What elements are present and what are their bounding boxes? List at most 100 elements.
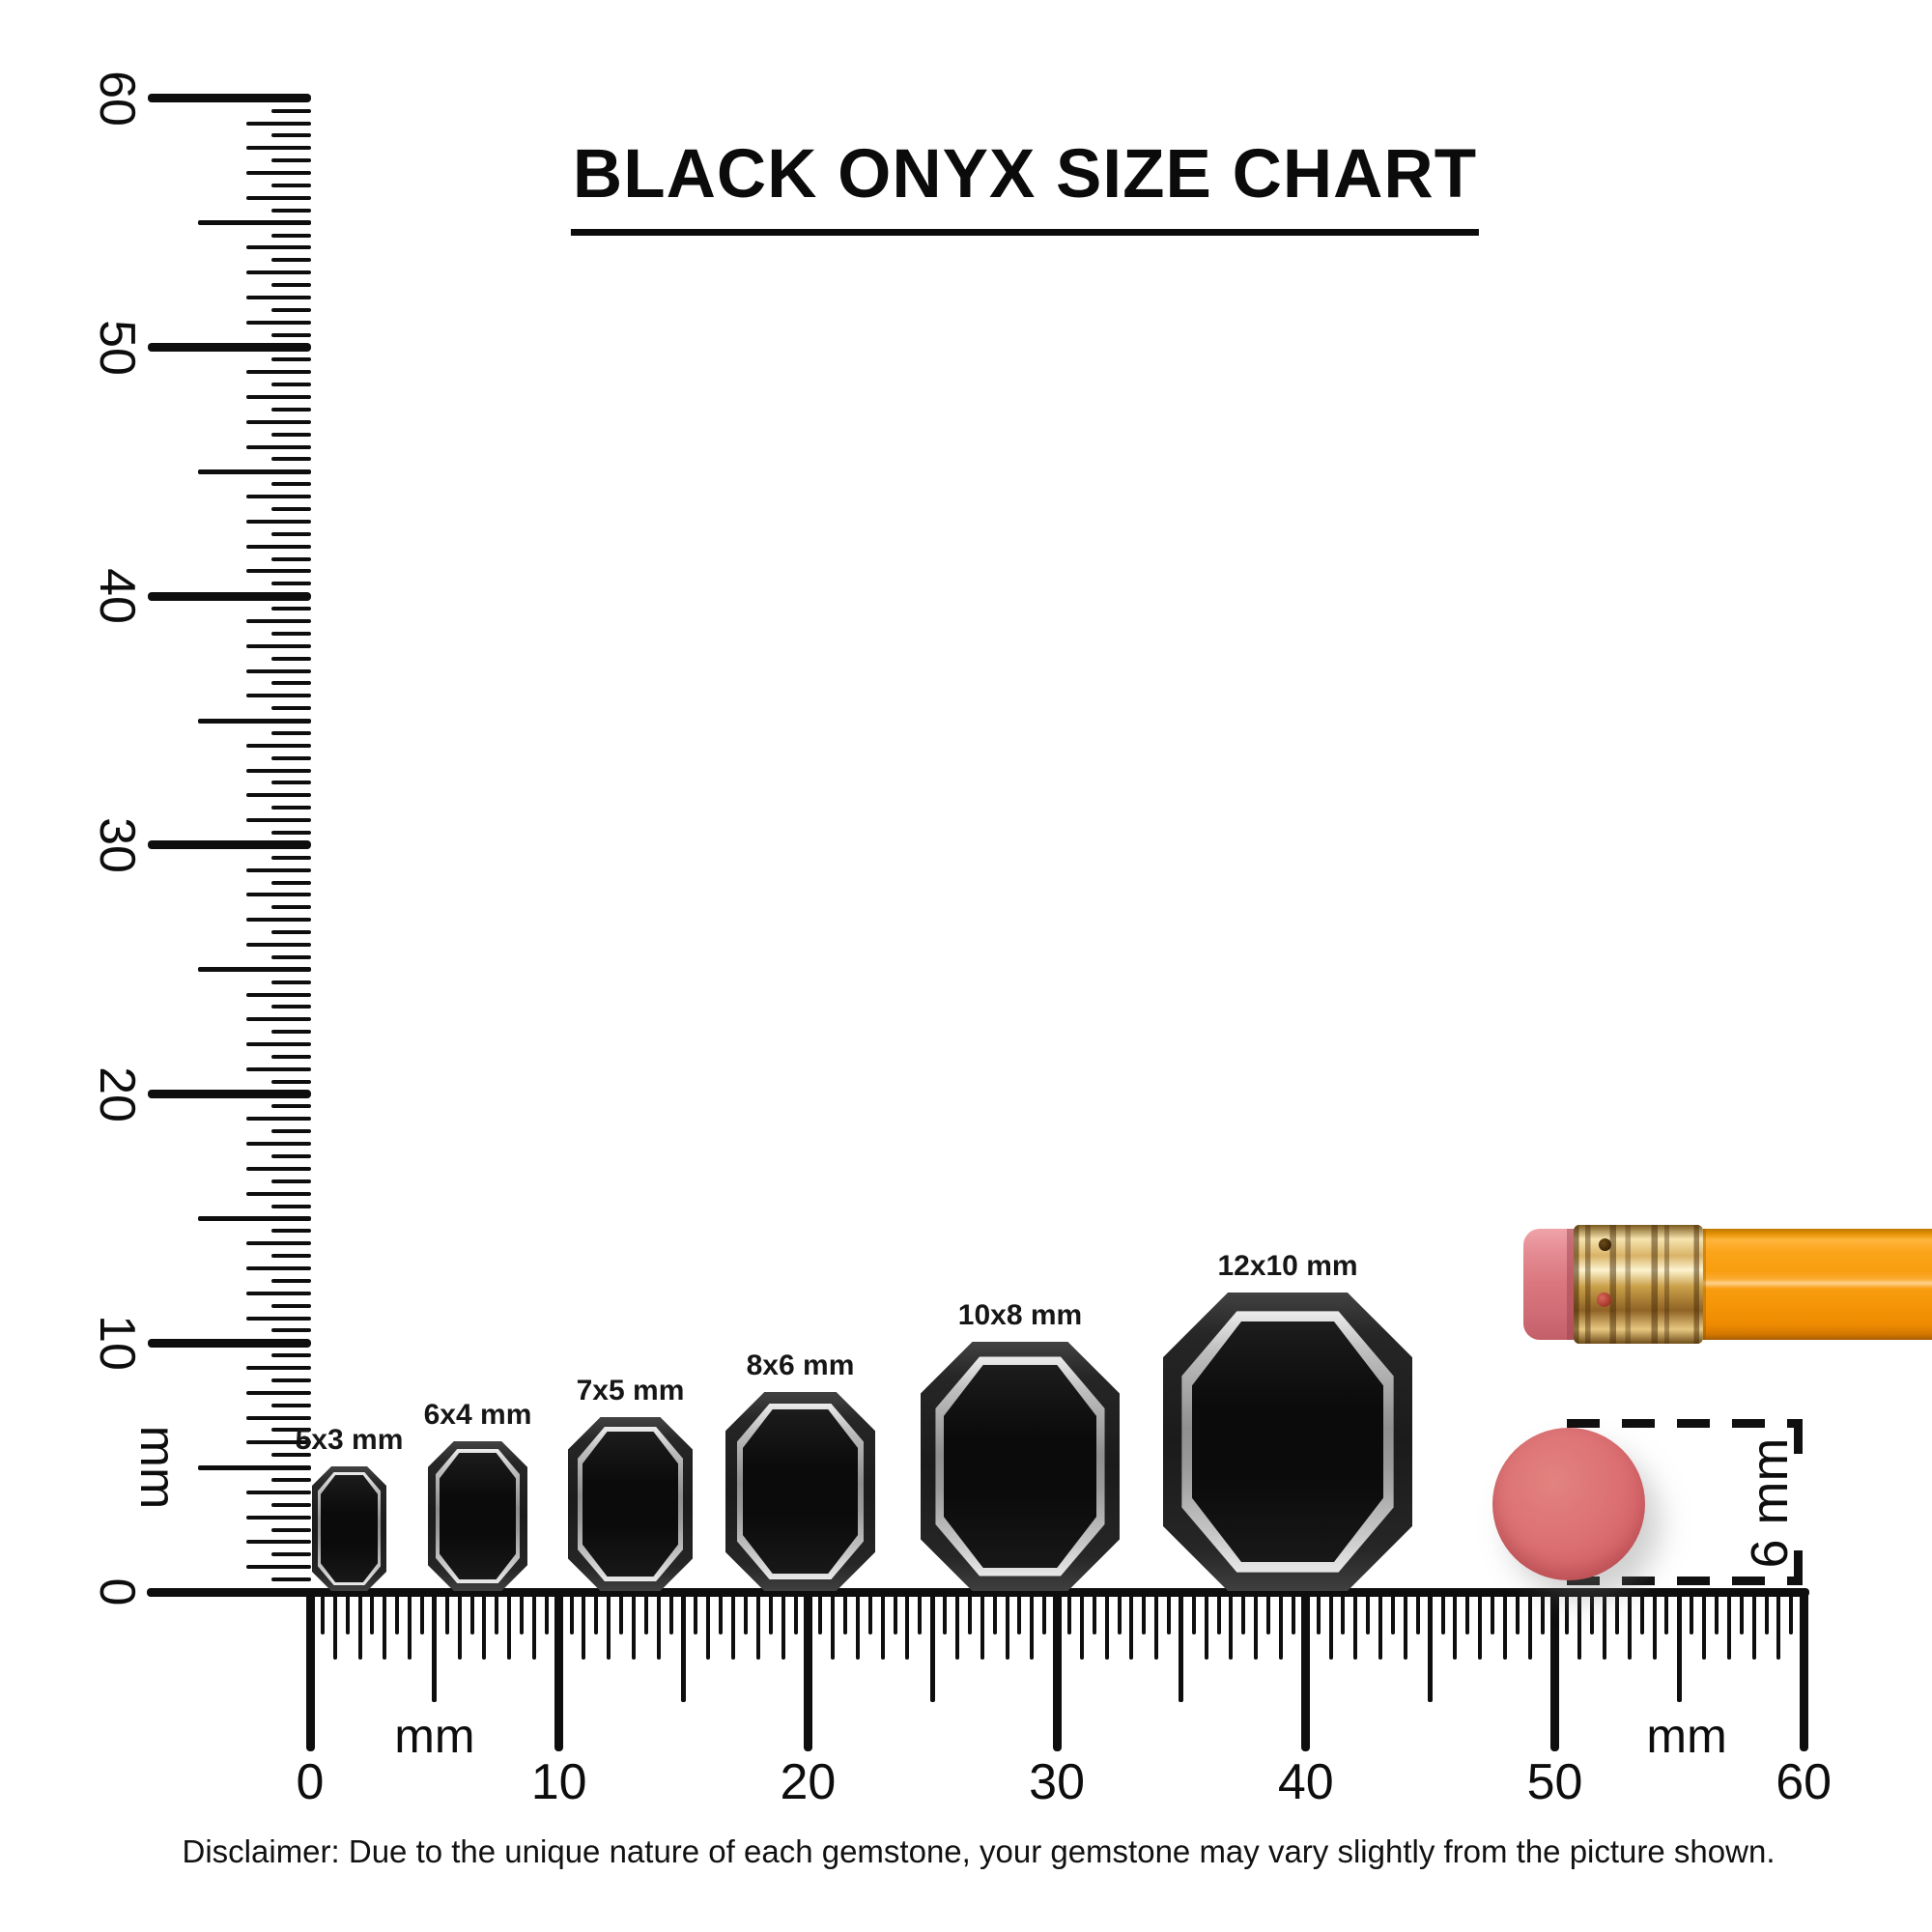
- vertical-ruler-tick: [246, 992, 311, 997]
- vertical-ruler-tick: [246, 1241, 311, 1246]
- vertical-ruler-tick: [271, 531, 311, 536]
- horizontal-ruler-tick: [1726, 1592, 1731, 1660]
- vertical-ruler-tick: [246, 569, 311, 574]
- vertical-ruler-tick: [246, 295, 311, 299]
- horizontal-ruler-tick: [432, 1592, 438, 1702]
- vertical-ruler-tick: [246, 245, 311, 250]
- horizontal-ruler-tick: [893, 1592, 897, 1634]
- horizontal-ruler-tick: [1328, 1592, 1333, 1660]
- dimension-dash-bottom: [1567, 1577, 1803, 1585]
- vertical-ruler-tick: [271, 407, 311, 412]
- vertical-ruler-tick: [271, 1478, 311, 1483]
- vertical-ruler-tick: [271, 781, 311, 785]
- gem-8x6mm: [725, 1392, 875, 1591]
- vertical-ruler-tick: [148, 94, 311, 103]
- vertical-ruler-tick: [271, 1204, 311, 1208]
- horizontal-ruler-tick: [668, 1592, 673, 1634]
- vertical-ruler-tick: [271, 855, 311, 860]
- gem-size-label: 8x6 mm: [746, 1350, 855, 1381]
- vertical-ruler-tick: [246, 1366, 311, 1371]
- gem-7x5mm: [568, 1417, 693, 1591]
- horizontal-ruler-tick: [967, 1592, 972, 1634]
- vertical-ruler-label: 20: [89, 1065, 145, 1122]
- vertical-ruler-tick: [271, 258, 311, 263]
- vertical-ruler-tick: [246, 1316, 311, 1321]
- dimension-dash-top: [1567, 1419, 1803, 1428]
- vertical-ruler-tick: [271, 1129, 311, 1134]
- horizontal-ruler-tick: [1052, 1592, 1062, 1751]
- eraser-diameter-label: 6 mm: [1741, 1437, 1799, 1569]
- horizontal-ruler-tick: [1204, 1592, 1208, 1660]
- dimension-dash-right-top: [1794, 1421, 1803, 1454]
- vertical-ruler-tick: [246, 444, 311, 449]
- horizontal-ruler-tick: [992, 1592, 997, 1634]
- vertical-ruler-tick: [271, 1502, 311, 1507]
- horizontal-ruler-tick: [855, 1592, 860, 1660]
- gem-table-facet: [742, 1408, 859, 1575]
- horizontal-ruler-tick: [1515, 1592, 1520, 1634]
- gem-5x3mm: [312, 1466, 386, 1591]
- vertical-ruler-label: 0: [89, 1577, 145, 1606]
- vertical-ruler-tick: [246, 519, 311, 524]
- horizontal-ruler-tick: [1005, 1592, 1009, 1660]
- gem-table-facet: [439, 1452, 517, 1580]
- vertical-ruler-tick: [246, 1017, 311, 1022]
- horizontal-ruler-tick: [1366, 1592, 1371, 1634]
- vertical-ruler-tick: [271, 457, 311, 462]
- gem-6x4mm: [428, 1441, 527, 1591]
- vertical-ruler-tick: [246, 544, 311, 549]
- gem-10x8mm: [921, 1342, 1120, 1591]
- horizontal-ruler-tick: [1117, 1592, 1122, 1634]
- vertical-ruler-tick: [246, 1415, 311, 1420]
- horizontal-ruler-tick: [643, 1592, 648, 1634]
- horizontal-ruler-tick: [1739, 1592, 1744, 1634]
- vertical-ruler-tick: [271, 1303, 311, 1308]
- vertical-ruler-tick: [271, 432, 311, 437]
- vertical-ruler-tick: [246, 1117, 311, 1122]
- horizontal-ruler-tick: [1799, 1592, 1808, 1751]
- vertical-ruler-tick: [271, 831, 311, 835]
- horizontal-ruler-tick: [694, 1592, 698, 1634]
- horizontal-ruler-tick: [619, 1592, 624, 1634]
- vertical-ruler-tick: [271, 631, 311, 636]
- vertical-ruler-tick: [198, 718, 311, 724]
- horizontal-ruler-tick: [1565, 1592, 1570, 1634]
- vertical-ruler-tick: [271, 283, 311, 288]
- vertical-ruler-tick: [198, 967, 311, 973]
- vertical-ruler-tick: [198, 1464, 311, 1470]
- pencil-eraser: [1523, 1229, 1574, 1340]
- horizontal-ruler-tick: [1301, 1592, 1311, 1751]
- gem-size-label: 7x5 mm: [576, 1375, 685, 1406]
- vertical-ruler-tick: [148, 1090, 311, 1099]
- horizontal-ruler-tick: [482, 1592, 487, 1660]
- horizontal-ruler-tick: [781, 1592, 785, 1660]
- vertical-ruler-tick: [246, 121, 311, 126]
- horizontal-ruler-tick: [1652, 1592, 1657, 1660]
- gem-12x10mm: [1163, 1293, 1412, 1591]
- vertical-ruler-label: 50: [89, 319, 145, 376]
- horizontal-ruler-tick: [1627, 1592, 1632, 1660]
- vertical-ruler-tick: [271, 183, 311, 187]
- vertical-ruler-tick: [246, 495, 311, 499]
- vertical-ruler-tick: [246, 171, 311, 176]
- horizontal-ruler-tick: [1789, 1592, 1794, 1634]
- vertical-ruler-tick: [246, 270, 311, 275]
- vertical-ruler-tick: [271, 681, 311, 686]
- horizontal-ruler-tick: [345, 1592, 350, 1634]
- horizontal-ruler-tick: [768, 1592, 773, 1634]
- vertical-ruler-tick: [271, 1527, 311, 1532]
- dimension-dash-right-bottom: [1794, 1550, 1803, 1583]
- horizontal-ruler-tick: [1042, 1592, 1047, 1634]
- vertical-ruler-label: 10: [89, 1315, 145, 1372]
- horizontal-ruler-tick: [1440, 1592, 1445, 1634]
- vertical-ruler-tick: [198, 220, 311, 226]
- horizontal-ruler-tick: [1142, 1592, 1147, 1634]
- horizontal-ruler-tick: [1715, 1592, 1719, 1634]
- horizontal-ruler-tick: [1266, 1592, 1271, 1634]
- vertical-ruler-tick: [271, 332, 311, 337]
- vertical-ruler-tick: [271, 1154, 311, 1159]
- horizontal-ruler-tick: [1614, 1592, 1619, 1634]
- horizontal-ruler-tick: [955, 1592, 960, 1660]
- horizontal-ruler-tick: [554, 1592, 564, 1751]
- ruler-baseline: [147, 1588, 1810, 1597]
